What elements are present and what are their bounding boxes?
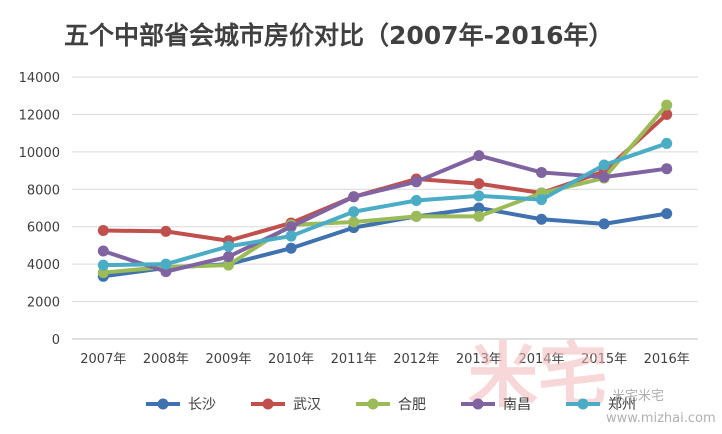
legend-item: 南昌: [461, 397, 531, 413]
data-point: [97, 224, 109, 236]
legend-label: 武汉: [293, 397, 321, 413]
legend-marker: [472, 398, 484, 410]
data-point: [97, 245, 109, 257]
data-point: [348, 206, 360, 218]
series-line: [101, 153, 669, 274]
x-tick-label: 2007年: [80, 352, 126, 367]
series-lines: [97, 99, 673, 282]
series-4: [97, 150, 673, 278]
x-tick-label: 2016年: [644, 352, 690, 367]
x-tick-label: 2013年: [456, 352, 502, 367]
x-tick-label: 2014年: [518, 352, 564, 367]
data-point: [410, 195, 422, 207]
legend: 长沙 武汉 合肥 南昌 郑州: [146, 397, 636, 413]
data-point: [536, 166, 547, 178]
data-point: [285, 221, 297, 233]
legend-marker: [262, 398, 274, 410]
data-point: [348, 216, 360, 228]
data-point: [473, 150, 485, 162]
y-tick-label: 8000: [27, 183, 60, 198]
data-point: [97, 259, 109, 271]
y-tick-label: 4000: [27, 258, 60, 273]
data-point: [223, 259, 234, 271]
data-point: [598, 171, 610, 183]
chart-title: 五个中部省会城市房价对比（2007年-2016年）: [64, 21, 614, 50]
data-point: [160, 225, 172, 237]
watermark-brand-text: 米宅米宅: [612, 389, 664, 404]
data-point: [285, 230, 297, 242]
data-point: [473, 210, 485, 222]
y-axis-ticks: 0 2000 4000 6000 8000 10000 12000 14000: [19, 71, 60, 348]
y-tick-label: 6000: [27, 221, 60, 236]
x-axis-ticks: 2007年 2008年 2009年 2010年 2011年 2012年 2013年 2014年…: [80, 352, 689, 367]
legend-item: 武汉: [251, 397, 321, 413]
data-point: [661, 137, 673, 149]
legend-item: 郑州: [566, 397, 636, 413]
x-tick-label: 2011年: [331, 352, 377, 367]
data-point: [160, 258, 172, 270]
data-point: [661, 163, 673, 175]
x-tick-label: 2015年: [581, 352, 627, 367]
y-tick-label: 12000: [19, 108, 60, 123]
y-tick-label: 0: [52, 333, 60, 348]
data-point: [410, 210, 422, 222]
series-5: [97, 137, 673, 271]
data-point: [223, 240, 234, 252]
x-tick-label: 2012年: [393, 352, 439, 367]
data-point: [473, 178, 485, 190]
y-tick-label: 14000: [19, 71, 60, 86]
data-point: [348, 191, 360, 203]
x-tick-label: 2008年: [143, 352, 189, 367]
data-point: [536, 194, 547, 206]
data-point: [410, 176, 422, 188]
data-point: [661, 99, 673, 111]
legend-item: 长沙: [146, 397, 216, 413]
y-tick-label: 2000: [27, 296, 60, 311]
watermark-url-text: www.mizhai.com: [606, 411, 716, 426]
data-point: [223, 251, 234, 263]
legend-marker: [367, 398, 379, 410]
legend-label: 合肥: [398, 397, 426, 413]
data-point: [661, 208, 673, 220]
data-point: [598, 218, 610, 230]
series-line: [101, 141, 669, 268]
legend-label: 郑州: [608, 397, 636, 413]
data-point: [473, 202, 485, 214]
legend-label: 南昌: [503, 397, 531, 413]
data-point: [285, 242, 297, 254]
y-tick-label: 10000: [19, 146, 60, 161]
data-point: [661, 108, 673, 120]
legend-marker: [157, 398, 169, 410]
x-tick-label: 2009年: [205, 352, 251, 367]
x-tick-label: 2010年: [268, 352, 314, 367]
series-1: [97, 202, 673, 282]
data-point: [473, 190, 485, 202]
data-point: [536, 213, 547, 225]
legend-label: 长沙: [188, 397, 216, 413]
legend-marker: [577, 398, 589, 410]
legend-item: 合肥: [356, 397, 426, 413]
data-point: [598, 159, 610, 171]
